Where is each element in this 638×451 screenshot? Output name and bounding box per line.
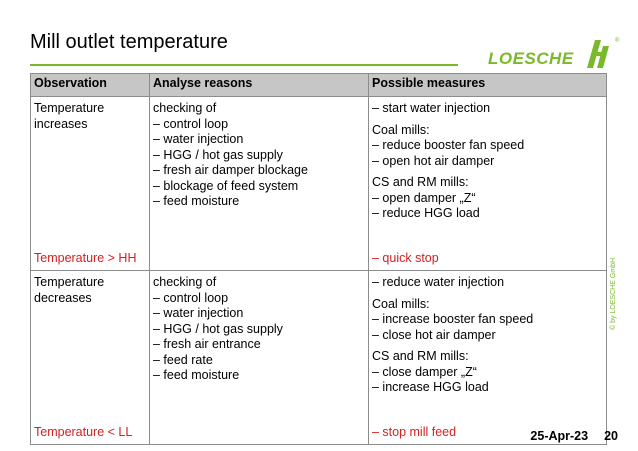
measures-cell: – reduce water injection Coal mills: – i…	[368, 270, 607, 445]
measure-text: – increase HGG load	[372, 380, 489, 394]
reason-text: checking of	[153, 101, 217, 115]
measure-text: CS and RM mills:	[372, 349, 469, 363]
page-title: Mill outlet temperature	[30, 31, 228, 53]
reason-text: – water injection	[153, 132, 244, 146]
reason-text: – HGG / hot gas supply	[153, 321, 283, 336]
measure-text: Coal mills:	[372, 296, 430, 311]
reason-text: – feed moisture	[153, 368, 240, 382]
observation-cell: Temperature decreases Temperature < LL	[30, 270, 150, 445]
copyright-notice: © by LOESCHE GmbH	[610, 257, 617, 330]
reason-text: – blockage of feed system	[153, 178, 299, 193]
table-header-row: Observation Analyse reasons Possible mea…	[30, 73, 607, 97]
reason-text: – control loop	[153, 290, 229, 305]
measure-text: – reduce HGG load	[372, 206, 480, 220]
measure-text: – open hot air damper	[372, 153, 495, 168]
measure-text: – increase booster fan speed	[372, 312, 534, 326]
slide-footer: 25-Apr-23 20	[514, 429, 618, 443]
measure-text: Coal mills:	[372, 122, 430, 137]
measure-text: – start water injection	[372, 101, 491, 115]
observation-text: decreases	[34, 290, 92, 305]
header-possible-measures: Possible measures	[368, 73, 607, 97]
title-underline	[30, 64, 458, 66]
measures-cell: – start water injection Coal mills: – re…	[368, 96, 607, 271]
observation-text: increases	[34, 116, 88, 131]
measure-text: – reduce booster fan speed	[372, 138, 525, 152]
observation-alert: Temperature < LL	[34, 424, 133, 439]
temperature-table: Observation Analyse reasons Possible mea…	[30, 73, 607, 445]
observation-text: Temperature	[34, 101, 105, 115]
reason-text: checking of	[153, 275, 217, 289]
measure-text: – reduce water injection	[372, 275, 505, 289]
reason-text: – feed moisture	[153, 194, 240, 208]
observation-text: Temperature	[34, 275, 105, 289]
measure-alert: – quick stop	[372, 250, 439, 265]
measure-text: – close hot air damper	[372, 327, 496, 342]
company-logo-text: LOESCHE	[488, 49, 574, 68]
measure-text: – open damper „Z“	[372, 190, 476, 205]
reason-text: – fresh air damper blockage	[153, 163, 308, 177]
registered-mark: ®	[615, 38, 620, 44]
page-number: 20	[604, 429, 618, 443]
measure-text: CS and RM mills:	[372, 175, 469, 189]
reasons-cell: checking of – control loop – water injec…	[149, 270, 369, 445]
header-observation: Observation	[30, 73, 150, 97]
reason-text: – fresh air entrance	[153, 337, 261, 351]
reason-text: – feed rate	[153, 352, 213, 367]
loesche-logo-icon	[587, 40, 609, 68]
observation-cell: Temperature increases Temperature > HH	[30, 96, 150, 271]
reason-text: – water injection	[153, 306, 244, 320]
table-row: Temperature increases Temperature > HH c…	[30, 96, 607, 271]
table-row: Temperature decreases Temperature < LL c…	[30, 270, 607, 445]
measure-text: – close damper „Z“	[372, 364, 477, 379]
slide-date: 25-Apr-23	[530, 429, 589, 443]
reason-text: – HGG / hot gas supply	[153, 147, 283, 162]
reason-text: – control loop	[153, 116, 229, 131]
reasons-cell: checking of – control loop – water injec…	[149, 96, 369, 271]
measure-alert: – stop mill feed	[372, 424, 457, 439]
observation-alert: Temperature > HH	[34, 250, 137, 265]
header-analyse-reasons: Analyse reasons	[149, 73, 369, 97]
